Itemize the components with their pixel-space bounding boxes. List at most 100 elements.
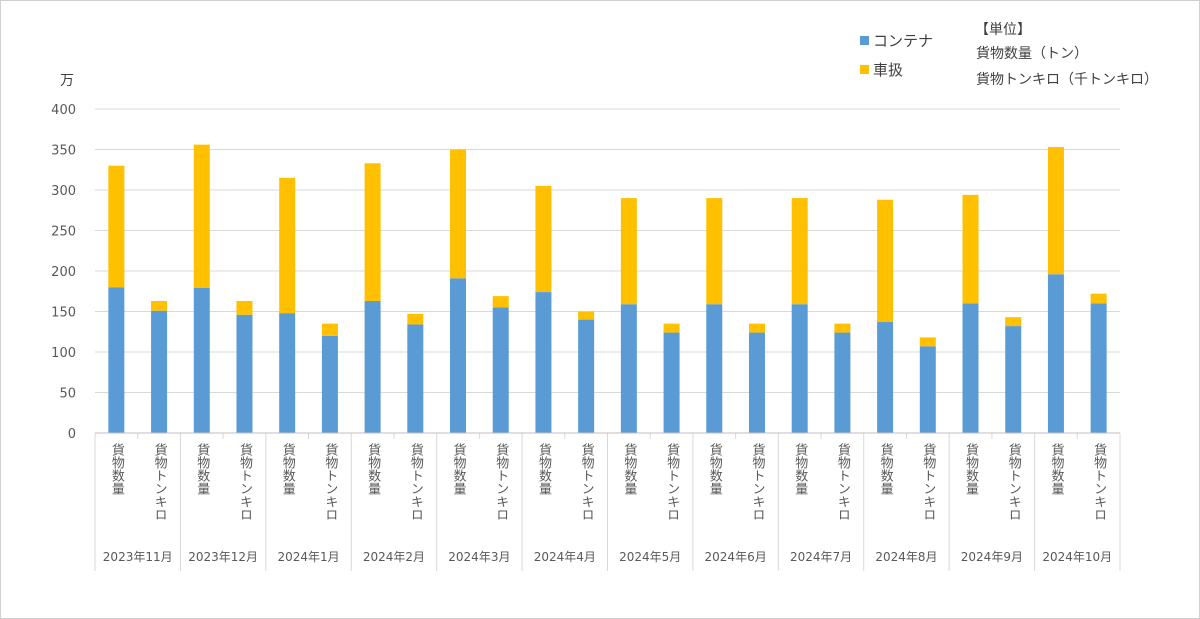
sub-category-label-12: 貨物数量 [621, 442, 637, 495]
y-tick-label-200: 200 [51, 265, 76, 280]
bar-wagon-22 [1047, 147, 1064, 275]
bar-wagon-0 [108, 165, 125, 288]
group-label-3: 2024年2月 [363, 550, 425, 564]
sub-category-label-2: 貨物数量 [194, 442, 210, 495]
bar-wagon-14 [706, 198, 723, 305]
bar-wagon-19 [919, 337, 936, 347]
bar-wagon-5 [321, 323, 338, 336]
bar-wagon-7 [407, 313, 424, 325]
bar-wagon-17 [834, 323, 851, 333]
sub-category-label-14: 貨物数量 [707, 442, 723, 495]
bar-wagon-8 [450, 149, 467, 279]
bar-wagon-16 [791, 198, 808, 305]
bar-container-1 [151, 310, 168, 433]
legend-label-container: コンテナ [873, 32, 934, 50]
group-label-1: 2023年12月 [188, 550, 258, 564]
bar-wagon-6 [364, 163, 381, 301]
sub-category-label-4: 貨物数量 [280, 442, 296, 495]
bar-wagon-12 [620, 198, 637, 305]
group-label-9: 2024年8月 [875, 550, 937, 564]
group-label-6: 2024年5月 [619, 550, 681, 564]
bar-wagon-9 [492, 296, 509, 308]
group-label-4: 2024年3月 [448, 550, 510, 564]
y-tick-label-0: 0 [68, 427, 76, 442]
bar-wagon-11 [578, 311, 595, 320]
bar-container-20 [962, 303, 979, 433]
legend-swatch-wagon [860, 65, 869, 74]
bar-container-6 [364, 300, 381, 433]
sub-category-label-11: 貨物トンキロ [579, 442, 595, 521]
bar-wagon-21 [1005, 317, 1022, 327]
bar-wagon-13 [663, 323, 680, 333]
sub-category-label-22: 貨物数量 [1048, 442, 1064, 495]
bar-wagon-10 [535, 185, 552, 293]
bar-wagon-3 [236, 300, 253, 315]
bar-container-8 [450, 278, 467, 433]
sub-category-label-7: 貨物トンキロ [408, 442, 424, 521]
sub-category-label-17: 貨物トンキロ [835, 442, 851, 521]
sub-category-label-5: 貨物トンキロ [322, 442, 338, 521]
sub-category-label-16: 貨物数量 [792, 442, 808, 495]
group-label-5: 2024年4月 [534, 550, 596, 564]
bar-container-16 [791, 304, 808, 433]
bar-container-18 [877, 322, 894, 433]
y-tick-label-50: 50 [59, 387, 76, 402]
y-tick-label-150: 150 [51, 306, 76, 321]
bar-container-0 [108, 287, 125, 433]
sub-category-label-8: 貨物数量 [451, 442, 467, 495]
y-tick-label-350: 350 [51, 144, 76, 159]
bar-container-17 [834, 332, 851, 433]
bar-container-5 [321, 335, 338, 433]
bar-container-7 [407, 324, 424, 433]
sub-category-label-18: 貨物数量 [878, 442, 894, 495]
sub-category-label-6: 貨物数量 [365, 442, 381, 495]
sub-category-label-20: 貨物数量 [963, 442, 979, 495]
bar-wagon-18 [877, 199, 894, 323]
bar-container-23 [1090, 303, 1107, 433]
sub-category-label-1: 貨物トンキロ [152, 442, 168, 521]
bar-container-11 [578, 319, 595, 433]
y-tick-label-250: 250 [51, 225, 76, 240]
legend-label-wagon: 車扱 [873, 61, 904, 79]
sub-category-label-10: 貨物数量 [536, 442, 552, 495]
bar-wagon-20 [962, 194, 979, 304]
bar-container-2 [193, 288, 210, 433]
group-label-7: 2024年6月 [705, 550, 767, 564]
bar-wagon-15 [748, 323, 765, 333]
sub-category-label-23: 貨物トンキロ [1091, 442, 1107, 521]
sub-category-label-3: 貨物トンキロ [237, 442, 253, 521]
y-tick-label-400: 400 [51, 103, 76, 118]
legend-swatch-container [860, 36, 869, 45]
sub-category-label-15: 貨物トンキロ [749, 442, 765, 521]
bar-wagon-2 [193, 144, 210, 289]
sub-category-label-19: 貨物トンキロ [920, 442, 936, 521]
bar-container-14 [706, 304, 723, 433]
bar-container-21 [1005, 326, 1022, 433]
unit-note-quantity: 貨物数量（トン） [976, 46, 1088, 62]
group-label-11: 2024年10月 [1042, 550, 1112, 564]
bar-container-22 [1047, 274, 1064, 433]
unit-note-tonkm: 貨物トンキロ（千トンキロ） [976, 72, 1158, 88]
bar-wagon-4 [279, 177, 296, 314]
bar-wagon-1 [151, 300, 168, 311]
bar-container-10 [535, 292, 552, 433]
bar-container-15 [748, 332, 765, 433]
bar-container-3 [236, 314, 253, 433]
bar-wagon-23 [1090, 293, 1107, 304]
y-tick-label-300: 300 [51, 184, 76, 199]
bar-container-13 [663, 332, 680, 433]
bar-container-4 [279, 313, 296, 433]
y-tick-label-100: 100 [51, 346, 76, 361]
sub-category-label-9: 貨物トンキロ [493, 442, 509, 521]
y-axis-unit-label: 万 [60, 73, 74, 89]
group-label-0: 2023年11月 [103, 550, 173, 564]
sub-category-label-0: 貨物数量 [109, 442, 125, 495]
sub-category-label-13: 貨物トンキロ [664, 442, 680, 521]
group-label-10: 2024年9月 [961, 550, 1023, 564]
group-label-8: 2024年7月 [790, 550, 852, 564]
unit-note-heading: 【単位】 [975, 22, 1031, 38]
bar-container-9 [492, 307, 509, 433]
sub-category-label-21: 貨物トンキロ [1006, 442, 1022, 521]
group-label-2: 2024年1月 [277, 550, 339, 564]
